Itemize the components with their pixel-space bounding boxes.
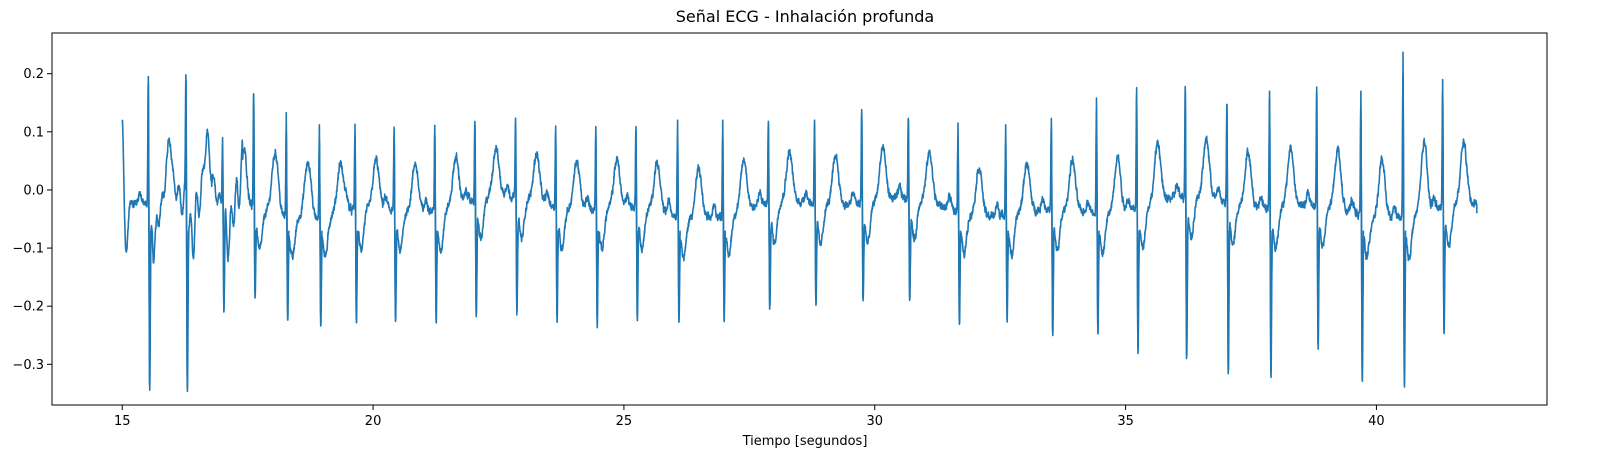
ecg-signal-line <box>121 72 1478 393</box>
qrs-spike <box>1183 90 1189 360</box>
qrs-spike <box>1095 97 1100 324</box>
qrs-spike <box>1441 78 1446 331</box>
chart-title: Señal ECG - Inhalación profunda <box>676 7 934 26</box>
qrs-spike <box>766 120 772 310</box>
qrs-spike <box>956 122 962 315</box>
y-tick-label: −0.1 <box>12 242 44 257</box>
qrs-spike <box>676 119 681 310</box>
x-axis-label: Tiempo [segundos] <box>742 434 868 449</box>
qrs-spike <box>721 119 727 307</box>
qrs-spike <box>473 125 479 318</box>
qrs-spike <box>1315 86 1321 345</box>
qrs-spike <box>1225 103 1231 375</box>
x-tick-label: 40 <box>1368 414 1385 429</box>
qrs-spike <box>860 108 866 299</box>
qrs-spike <box>634 125 640 313</box>
x-tick-label: 15 <box>114 414 131 429</box>
qrs-spike <box>1049 117 1055 331</box>
qrs-spike <box>906 119 912 302</box>
qrs-spike <box>146 75 152 386</box>
y-tick-label: −0.2 <box>12 300 44 315</box>
x-tick-label: 25 <box>616 414 633 429</box>
x-tick-label: 35 <box>1117 414 1134 429</box>
y-tick-label: 0.0 <box>23 183 44 198</box>
qrs-spike <box>1004 124 1009 307</box>
qrs-spike <box>1401 51 1407 373</box>
qrs-spike <box>514 125 519 316</box>
plot-area <box>121 51 1478 393</box>
qrs-spike <box>1268 90 1273 372</box>
qrs-spike <box>252 93 257 293</box>
qrs-spike <box>353 123 359 317</box>
x-tick-label: 20 <box>365 414 382 429</box>
qrs-spike <box>554 125 559 317</box>
qrs-spike <box>284 111 290 309</box>
qrs-spike <box>1135 86 1140 349</box>
qrs-spike <box>1359 90 1365 370</box>
qrs-spike <box>317 124 323 316</box>
axis-ticks: 15 20 25 30 35 40 −0.3 −0.2 −0.1 0.0 0.1 0.2 <box>12 67 1384 429</box>
qrs-spike <box>392 126 398 318</box>
y-tick-label: 0.1 <box>23 125 44 140</box>
y-tick-label: 0.2 <box>23 67 44 82</box>
plot-frame <box>51 32 1548 406</box>
qrs-spike <box>594 125 600 317</box>
y-tick-label: −0.3 <box>12 358 44 373</box>
qrs-spike <box>221 136 226 313</box>
x-tick-label: 30 <box>866 414 883 429</box>
qrs-spike <box>813 119 818 302</box>
qrs-spike <box>433 124 439 314</box>
qrs-spike <box>184 79 190 377</box>
